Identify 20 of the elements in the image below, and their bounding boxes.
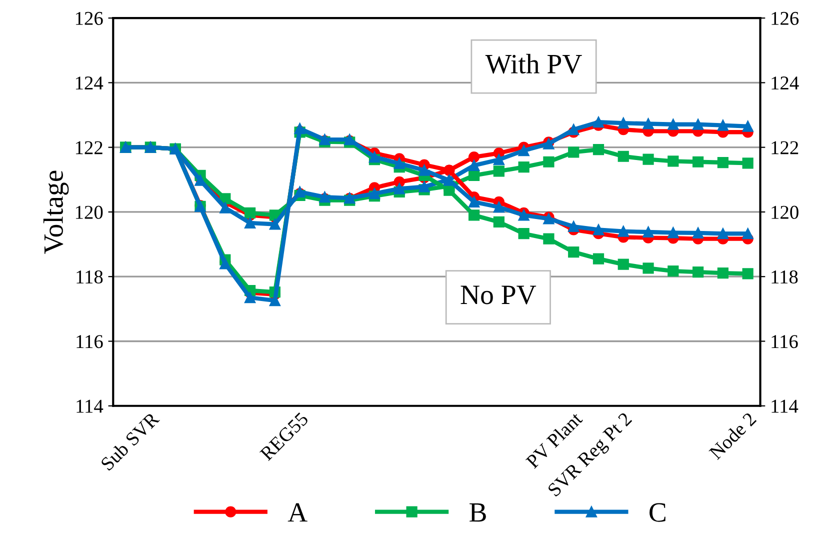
y-tick-label: 114: [76, 400, 104, 413]
y2-tick-label: 122: [772, 141, 798, 154]
y-tick-label: 118: [76, 270, 103, 284]
annotation: No PV: [460, 286, 536, 304]
legend-label: A: [288, 503, 308, 522]
annotation: With PV: [485, 54, 582, 74]
y-tick-label: 126: [76, 12, 103, 25]
y2-tick-label: 118: [772, 270, 798, 284]
y-tick-label: 120: [76, 206, 103, 219]
y-tick-label: 122: [76, 141, 102, 154]
y2-tick-label: 126: [772, 12, 799, 25]
y2-tick-label: 124: [772, 76, 799, 90]
y2-tick-label: 120: [772, 206, 798, 219]
y2-tick-label: 114: [772, 400, 798, 413]
legend-label: C: [650, 503, 666, 522]
y-axis-title: Voltage: [43, 170, 69, 254]
legend-label: B: [470, 503, 486, 522]
y2-tick-label: 116: [772, 335, 798, 348]
y-tick-label: 116: [76, 335, 103, 348]
y-tick-label: 124: [76, 76, 104, 90]
